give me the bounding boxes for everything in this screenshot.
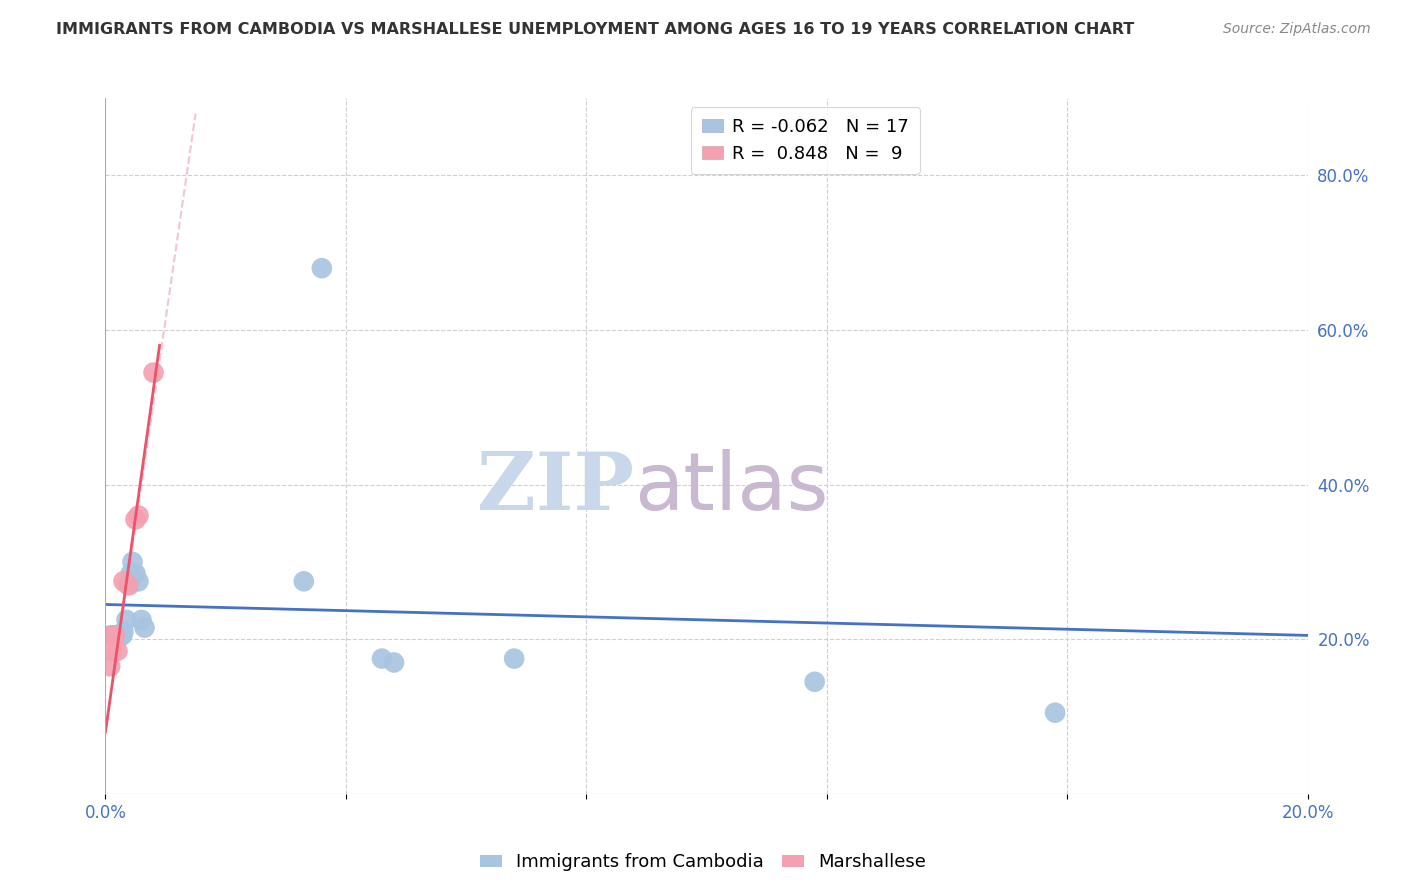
Legend: Immigrants from Cambodia, Marshallese: Immigrants from Cambodia, Marshallese [472,847,934,879]
Point [98,659,121,673]
Point [382,656,405,670]
Point [107,644,129,658]
Point [98,628,121,642]
Text: atlas: atlas [634,449,828,527]
Point [103,628,125,642]
Point [112,574,135,589]
Point [503,651,526,665]
Point [1043,706,1066,720]
Point [105,628,128,642]
Point [128,574,150,589]
Point [134,621,156,635]
Legend: R = -0.062   N = 17, R =  0.848   N =  9: R = -0.062 N = 17, R = 0.848 N = 9 [690,107,920,174]
Point [117,578,139,592]
Point [131,613,153,627]
Point [101,628,124,642]
Point [124,566,146,581]
Point [371,651,394,665]
Point [124,512,146,526]
Point [111,628,134,642]
Point [112,624,135,639]
Point [110,628,132,642]
Point [115,613,138,627]
Text: IMMIGRANTS FROM CAMBODIA VS MARSHALLESE UNEMPLOYMENT AMONG AGES 16 TO 19 YEARS C: IMMIGRANTS FROM CAMBODIA VS MARSHALLESE … [56,22,1135,37]
Point [120,566,142,581]
Text: ZIP: ZIP [478,449,634,527]
Text: Source: ZipAtlas.com: Source: ZipAtlas.com [1223,22,1371,37]
Point [142,366,165,380]
Point [103,628,125,642]
Point [292,574,315,589]
Point [100,644,122,658]
Point [121,555,143,569]
Point [311,261,333,276]
Point [118,578,141,592]
Point [128,508,150,523]
Point [803,674,825,689]
